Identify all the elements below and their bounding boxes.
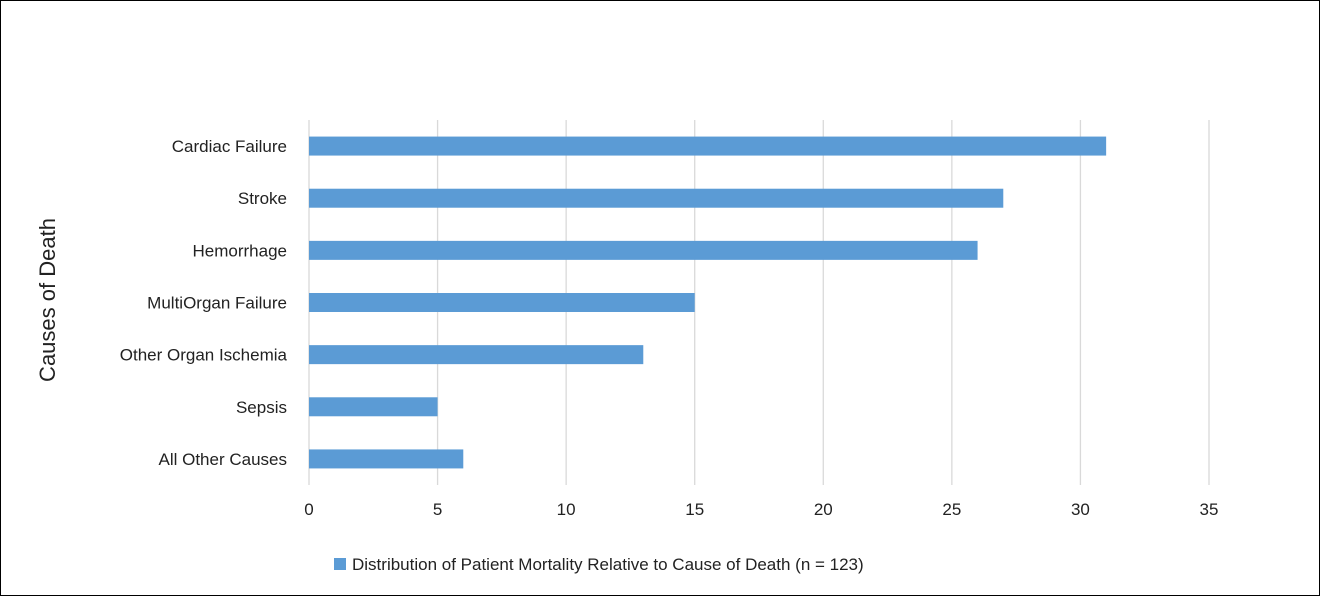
legend: Distribution of Patient Mortality Relati… — [334, 555, 864, 574]
bar-hemorrhage — [309, 240, 978, 260]
bars — [309, 136, 1107, 469]
category-label: All Other Causes — [159, 450, 288, 469]
bar-all-other-causes — [309, 449, 464, 469]
legend-swatch — [334, 558, 346, 570]
x-tick-label: 30 — [1071, 500, 1090, 519]
bar-stroke — [309, 188, 1004, 208]
legend-label: Distribution of Patient Mortality Relati… — [352, 555, 864, 574]
bar-multiorgan-failure — [309, 293, 695, 312]
category-label: Hemorrhage — [193, 241, 288, 260]
x-tick-label: 35 — [1200, 500, 1219, 519]
x-tick-label: 10 — [557, 500, 576, 519]
x-tick-label: 15 — [685, 500, 704, 519]
category-labels: Cardiac Failure Stroke Hemorrhage MultiOrga… — [120, 137, 288, 469]
x-tick-label: 5 — [433, 500, 442, 519]
category-label: Sepsis — [236, 398, 287, 417]
bar-cardiac-failure — [309, 136, 1107, 156]
x-tick-label: 20 — [814, 500, 833, 519]
x-axis-tick-labels: 0 5 10 15 20 25 30 35 — [304, 500, 1218, 519]
category-label: Cardiac Failure — [172, 137, 287, 156]
x-tick-label: 25 — [942, 500, 961, 519]
category-label: MultiOrgan Failure — [147, 294, 287, 313]
category-label: Stroke — [238, 189, 287, 208]
y-axis-title: Causes of Death — [35, 218, 60, 382]
bar-other-organ-ischemia — [309, 345, 644, 365]
bar-sepsis — [309, 397, 438, 417]
category-label: Other Organ Ischemia — [120, 346, 288, 365]
x-tick-label: 0 — [304, 500, 313, 519]
